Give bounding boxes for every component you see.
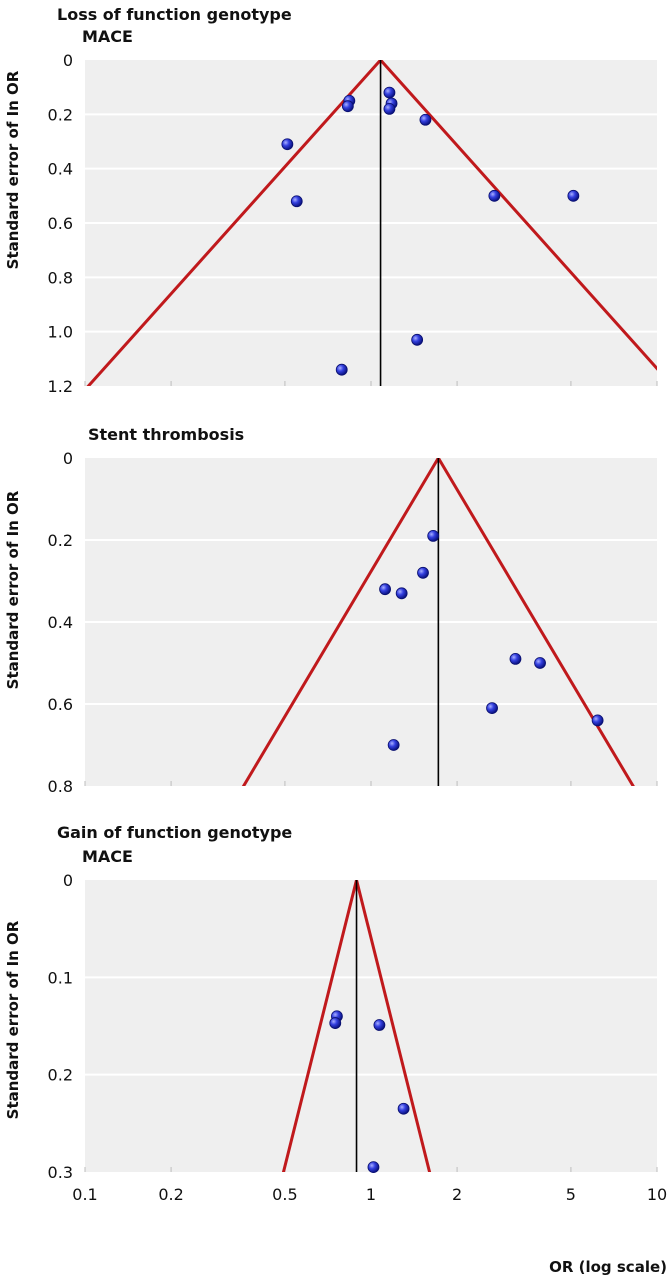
study-point: [419, 113, 432, 126]
y-tick-label: 0: [63, 51, 73, 70]
y-tick-label: 0.6: [48, 214, 73, 233]
study-point: [509, 653, 522, 665]
study-point: [427, 530, 440, 542]
funnel-line-left: [86, 60, 382, 386]
x-tick-label: 2: [452, 1185, 462, 1204]
y-axis-title: Standard error of In OR: [4, 920, 22, 1119]
y-axis-title: Standard error of In OR: [4, 490, 22, 689]
study-point: [341, 100, 354, 113]
y-tick-label: 0.2: [48, 531, 73, 550]
panel-title: Loss of function genotype: [57, 5, 292, 24]
x-axis-title: OR (log scale): [549, 1258, 667, 1276]
funnel-line-left: [241, 458, 440, 786]
y-tick-label: 0.4: [48, 160, 73, 179]
panel-subtitle: Stent thrombosis: [88, 425, 244, 444]
y-tick-label: 1.0: [48, 323, 73, 342]
x-tick-label: 0.5: [272, 1185, 297, 1204]
study-point: [411, 333, 424, 346]
y-tick-label: 0.2: [48, 1066, 73, 1085]
x-tick-label: 5: [566, 1185, 576, 1204]
panel-loss-of-function-mace: Loss of function genotype MACE Standard …: [4, 5, 658, 396]
panel-stent-thrombosis: Stent thrombosis Standard error of In OR…: [4, 425, 658, 796]
study-point: [395, 587, 408, 600]
y-tick-label: 0.6: [48, 695, 73, 714]
funnel-line-right: [379, 60, 657, 371]
study-point: [335, 363, 348, 376]
study-point: [417, 566, 429, 579]
study-point: [397, 1102, 410, 1115]
study-point: [486, 702, 498, 714]
y-tick-label: 0.2: [48, 105, 73, 124]
x-tick-label: 1: [366, 1185, 376, 1204]
funnel-line-left: [281, 880, 358, 1172]
panel-gain-of-function-mace: Gain of function genotype MACE Standard …: [4, 823, 667, 1276]
x-tick-label: 0.1: [72, 1185, 97, 1204]
panel-subtitle: MACE: [82, 27, 133, 46]
y-tick-label: 0.8: [48, 777, 73, 796]
study-point: [290, 195, 303, 208]
study-point: [534, 657, 546, 669]
funnel-line-right: [355, 880, 432, 1172]
y-tick-label: 0: [63, 871, 73, 890]
y-tick-label: 0.1: [48, 968, 73, 987]
y-tick-label: 0.4: [48, 613, 73, 632]
y-axis-title: Standard error of In OR: [4, 70, 22, 269]
study-point: [387, 739, 400, 751]
x-tick-label: 0.2: [158, 1185, 183, 1204]
panel-title: Gain of function genotype: [57, 823, 292, 842]
y-tick-label: 0: [63, 449, 73, 468]
study-point: [383, 86, 396, 99]
funnel-line-right: [437, 458, 635, 786]
study-point: [281, 138, 294, 151]
y-tick-label: 0.8: [48, 268, 73, 287]
study-point: [367, 1161, 380, 1174]
study-point: [373, 1019, 386, 1031]
study-point: [488, 189, 501, 202]
study-point: [329, 1017, 342, 1029]
plot-background: [85, 880, 657, 1172]
panel-subtitle: MACE: [82, 847, 133, 866]
y-tick-label: 0.3: [48, 1163, 73, 1182]
study-point: [591, 714, 604, 727]
study-point: [379, 583, 391, 596]
y-tick-label: 1.2: [48, 377, 73, 396]
study-point: [383, 103, 396, 115]
study-point: [567, 189, 580, 202]
x-tick-label: 10: [647, 1185, 667, 1204]
